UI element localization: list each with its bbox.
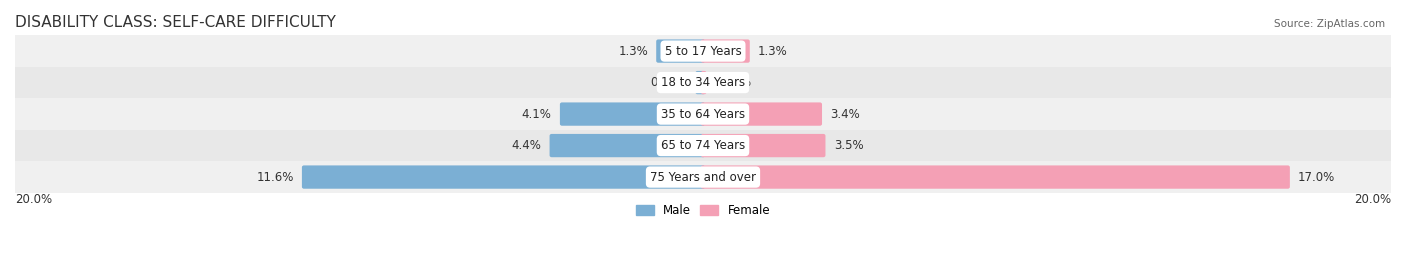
Text: 0.16%: 0.16% bbox=[650, 76, 688, 89]
FancyBboxPatch shape bbox=[702, 165, 1289, 189]
Text: 65 to 74 Years: 65 to 74 Years bbox=[661, 139, 745, 152]
FancyBboxPatch shape bbox=[702, 102, 823, 126]
Text: DISABILITY CLASS: SELF-CARE DIFFICULTY: DISABILITY CLASS: SELF-CARE DIFFICULTY bbox=[15, 15, 336, 30]
Text: 1.3%: 1.3% bbox=[758, 45, 787, 58]
Text: 20.0%: 20.0% bbox=[15, 193, 52, 206]
Text: 4.1%: 4.1% bbox=[522, 108, 551, 121]
Text: 11.6%: 11.6% bbox=[256, 171, 294, 183]
FancyBboxPatch shape bbox=[560, 102, 704, 126]
Legend: Male, Female: Male, Female bbox=[631, 199, 775, 222]
FancyBboxPatch shape bbox=[702, 134, 825, 157]
Bar bbox=[15, 98, 1391, 130]
Text: 18 to 34 Years: 18 to 34 Years bbox=[661, 76, 745, 89]
Bar bbox=[15, 130, 1391, 161]
FancyBboxPatch shape bbox=[302, 165, 704, 189]
FancyBboxPatch shape bbox=[550, 134, 704, 157]
FancyBboxPatch shape bbox=[657, 40, 704, 63]
Text: 4.4%: 4.4% bbox=[512, 139, 541, 152]
FancyBboxPatch shape bbox=[702, 40, 749, 63]
FancyBboxPatch shape bbox=[696, 71, 704, 94]
Text: Source: ZipAtlas.com: Source: ZipAtlas.com bbox=[1274, 19, 1385, 29]
Text: 5 to 17 Years: 5 to 17 Years bbox=[665, 45, 741, 58]
Text: 17.0%: 17.0% bbox=[1298, 171, 1336, 183]
Text: 20.0%: 20.0% bbox=[1354, 193, 1391, 206]
Bar bbox=[15, 67, 1391, 98]
Bar bbox=[15, 35, 1391, 67]
Bar bbox=[15, 161, 1391, 193]
Text: 1.3%: 1.3% bbox=[619, 45, 648, 58]
Text: 3.5%: 3.5% bbox=[834, 139, 863, 152]
Text: 75 Years and over: 75 Years and over bbox=[650, 171, 756, 183]
Text: 3.4%: 3.4% bbox=[831, 108, 860, 121]
Text: 35 to 64 Years: 35 to 64 Years bbox=[661, 108, 745, 121]
FancyBboxPatch shape bbox=[702, 71, 706, 94]
Text: 0.04%: 0.04% bbox=[714, 76, 752, 89]
